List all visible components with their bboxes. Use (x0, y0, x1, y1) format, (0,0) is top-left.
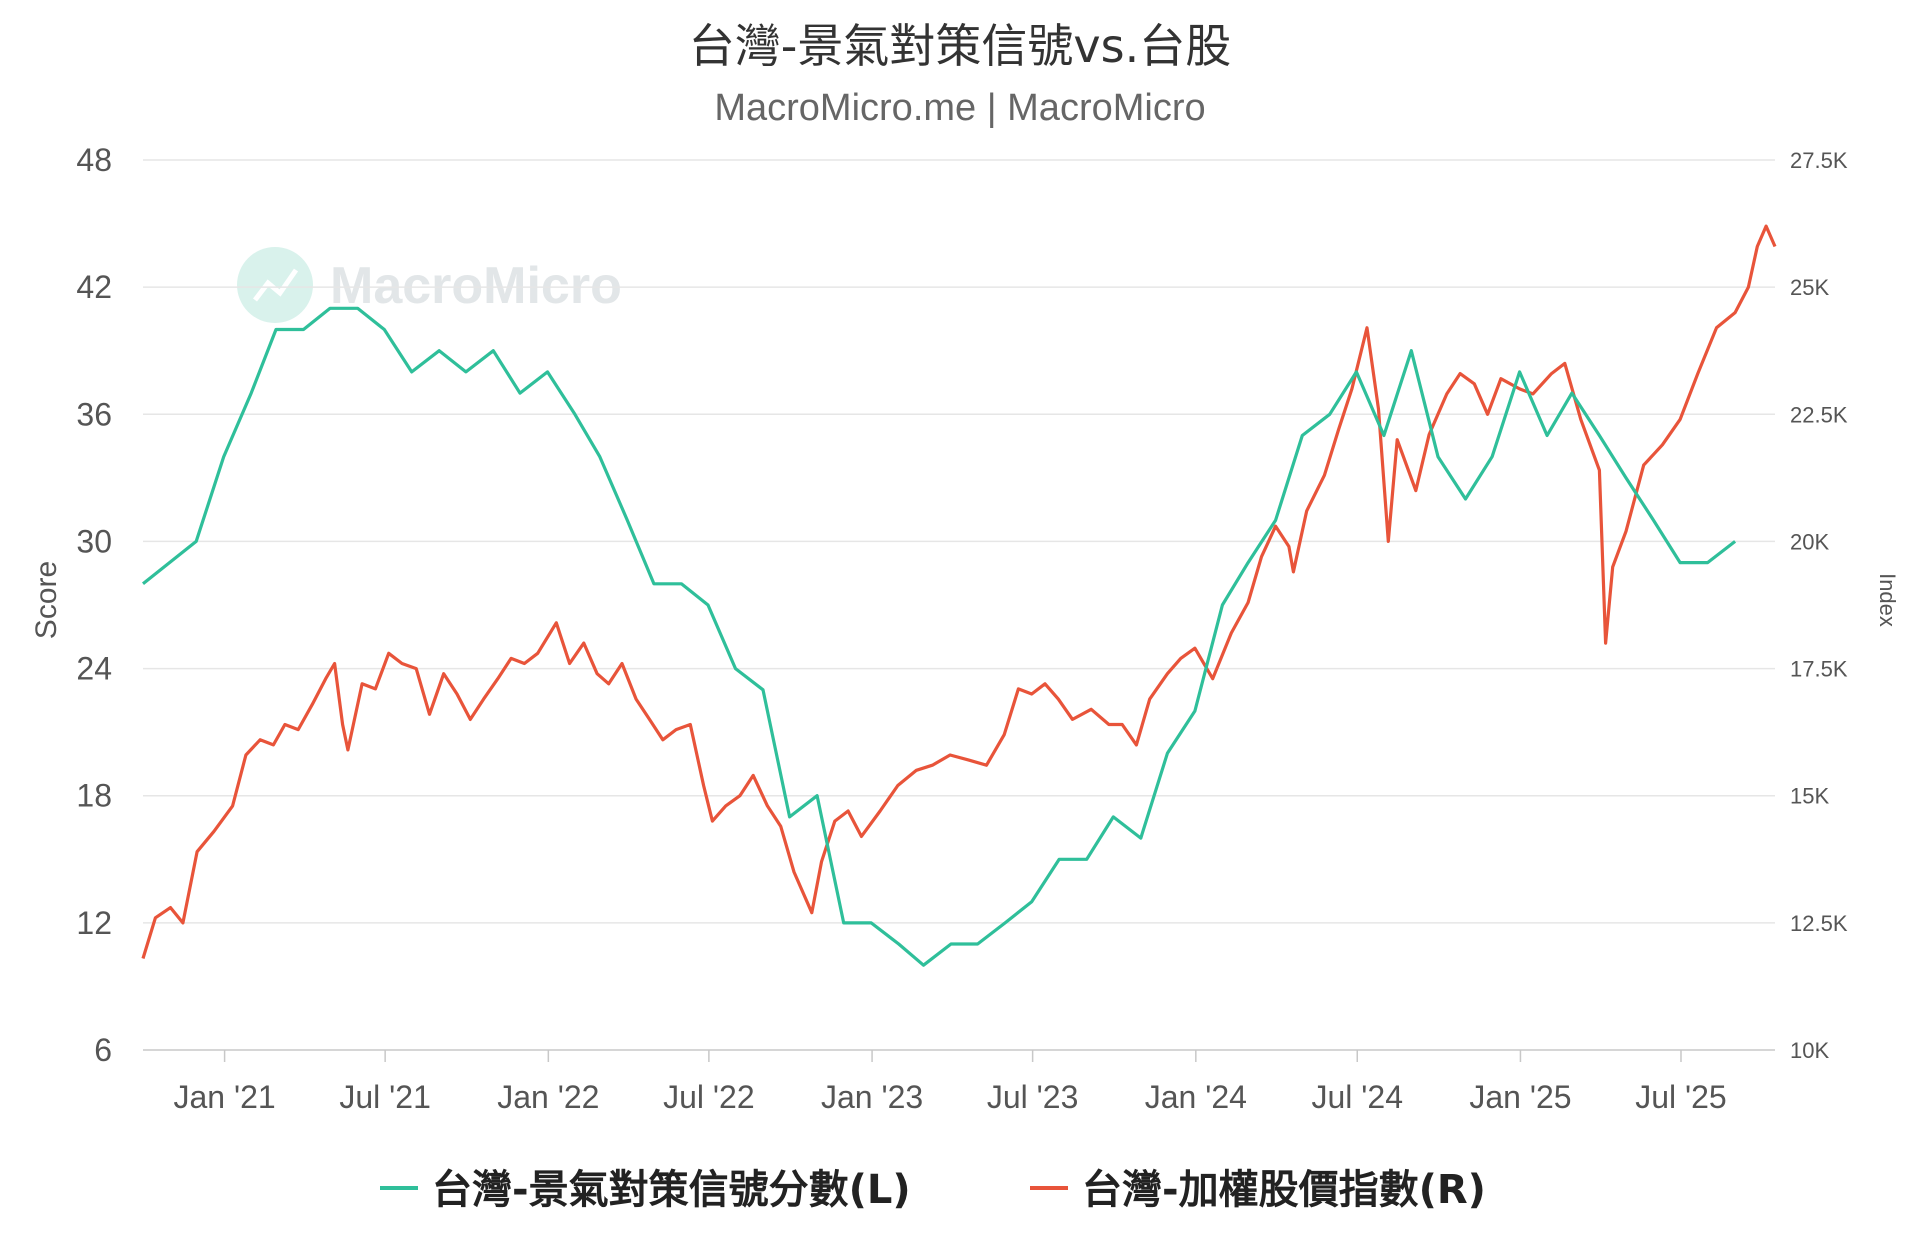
chart-title: 台灣-景氣對策信號vs.台股 (689, 19, 1231, 73)
chart-subtitle: MacroMicro.me | MacroMicro (714, 87, 1205, 129)
x-axis-ticks: Jan '21 Jul '21 Jan '22 Jul '22 Jan '23 Jul '… (174, 1050, 1727, 1115)
x-tick-label: Jul '25 (1635, 1079, 1727, 1115)
y-right-tick-label: 17.5K (1790, 657, 1848, 682)
y-left-tick-label: 12 (76, 905, 112, 941)
x-tick-label: Jul '22 (663, 1079, 755, 1115)
watermark: MacroMicro (237, 247, 622, 323)
x-tick-label: Jul '21 (339, 1079, 431, 1115)
watermark-logo-mark (253, 268, 299, 302)
y-right-tick-label: 20K (1790, 529, 1829, 554)
index-series-line (141, 224, 1777, 959)
x-tick-label: Jan '22 (497, 1079, 599, 1115)
legend-label-index: 台灣-加權股價指數(R) (1082, 1167, 1486, 1213)
x-tick-label: Jan '21 (174, 1079, 276, 1115)
watermark-logo-icon (237, 247, 313, 323)
score-series-line (142, 306, 1737, 967)
x-tick-label: Jan '24 (1145, 1079, 1247, 1115)
y-left-tick-label: 36 (76, 396, 112, 432)
y-right-tick-label: 15K (1790, 784, 1829, 809)
y-right-tick-label: 10K (1790, 1038, 1829, 1063)
y-left-tick-label: 18 (76, 778, 112, 814)
y-left-tick-label: 48 (76, 142, 112, 178)
y-right-tick-label: 25K (1790, 275, 1829, 300)
y-right-tick-label: 22.5K (1790, 402, 1848, 427)
left-axis-ticks: 48 42 36 30 24 18 12 6 (76, 142, 112, 1068)
legend: 台灣-景氣對策信號分數(L) 台灣-加權股價指數(R) (380, 1167, 1486, 1213)
right-axis-ticks: 27.5K 25K 22.5K 20K 17.5K 15K 12.5K 10K (1790, 148, 1848, 1063)
y-right-tick-label: 12.5K (1790, 911, 1848, 936)
y-left-tick-label: 6 (94, 1032, 112, 1068)
y-right-tick-label: 27.5K (1790, 148, 1848, 173)
watermark-text: MacroMicro (330, 257, 622, 315)
y-left-tick-label: 42 (76, 269, 112, 305)
y-axis-left-label: Score (30, 561, 63, 639)
series-layer (141, 224, 1777, 967)
x-tick-label: Jul '23 (987, 1079, 1079, 1115)
x-tick-label: Jan '25 (1469, 1079, 1571, 1115)
x-tick-label: Jul '24 (1311, 1079, 1403, 1115)
legend-label-score: 台灣-景氣對策信號分數(L) (432, 1167, 911, 1213)
y-left-tick-label: 30 (76, 523, 112, 559)
y-axis-right-label: Index (1875, 573, 1900, 627)
y-left-tick-label: 24 (76, 651, 112, 687)
x-tick-label: Jan '23 (821, 1079, 923, 1115)
